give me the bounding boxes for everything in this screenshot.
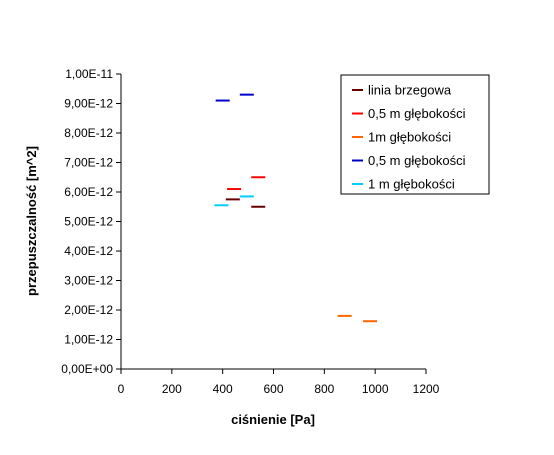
y-tick-label: 1,00E-12 bbox=[64, 333, 113, 347]
x-tick-label: 1000 bbox=[362, 382, 389, 396]
legend-label-2: 1m głębokości bbox=[368, 130, 451, 145]
y-tick-label: 8,00E-12 bbox=[64, 126, 113, 140]
legend: linia brzegowa 0,5 m głębokości 1m głęboko… bbox=[340, 74, 490, 195]
x-tick-label: 1200 bbox=[413, 382, 440, 396]
y-tick-label: 6,00E-12 bbox=[64, 185, 113, 199]
data-marks bbox=[214, 93, 378, 323]
y-tick-label: 4,00E-12 bbox=[64, 244, 113, 258]
legend-label-4: 1 m głębokości bbox=[368, 177, 455, 192]
x-tick-label: 600 bbox=[263, 382, 283, 396]
x-tick-label: 400 bbox=[213, 382, 233, 396]
x-tick-label: 0 bbox=[118, 382, 125, 396]
y-tick-label: 5,00E-12 bbox=[64, 215, 113, 229]
y-tick-label: 1,00E-11 bbox=[65, 67, 113, 81]
legend-label-3: 0,5 m głębokości bbox=[368, 153, 466, 168]
axes: 0,00E+00 1,00E-12 2,00E-12 3,00E-12 4,00E-12… bbox=[61, 67, 439, 396]
y-tick-label: 7,00E-12 bbox=[64, 156, 113, 170]
y-tick-label: 2,00E-12 bbox=[64, 303, 113, 317]
y-tick-label: 9,00E-12 bbox=[64, 97, 113, 111]
x-axis-title: ciśnienie [Pa] bbox=[231, 412, 315, 427]
x-tick-label: 200 bbox=[162, 382, 182, 396]
legend-box bbox=[340, 74, 490, 195]
legend-label-0: linia brzegowa bbox=[368, 83, 452, 98]
y-axis-title: przepuszczalność [m^2] bbox=[24, 146, 39, 296]
x-tick-label: 800 bbox=[314, 382, 334, 396]
y-tick-label: 0,00E+00 bbox=[61, 362, 113, 376]
legend-label-1: 0,5 m głębokości bbox=[368, 106, 466, 121]
y-tick-label: 3,00E-12 bbox=[64, 274, 113, 288]
